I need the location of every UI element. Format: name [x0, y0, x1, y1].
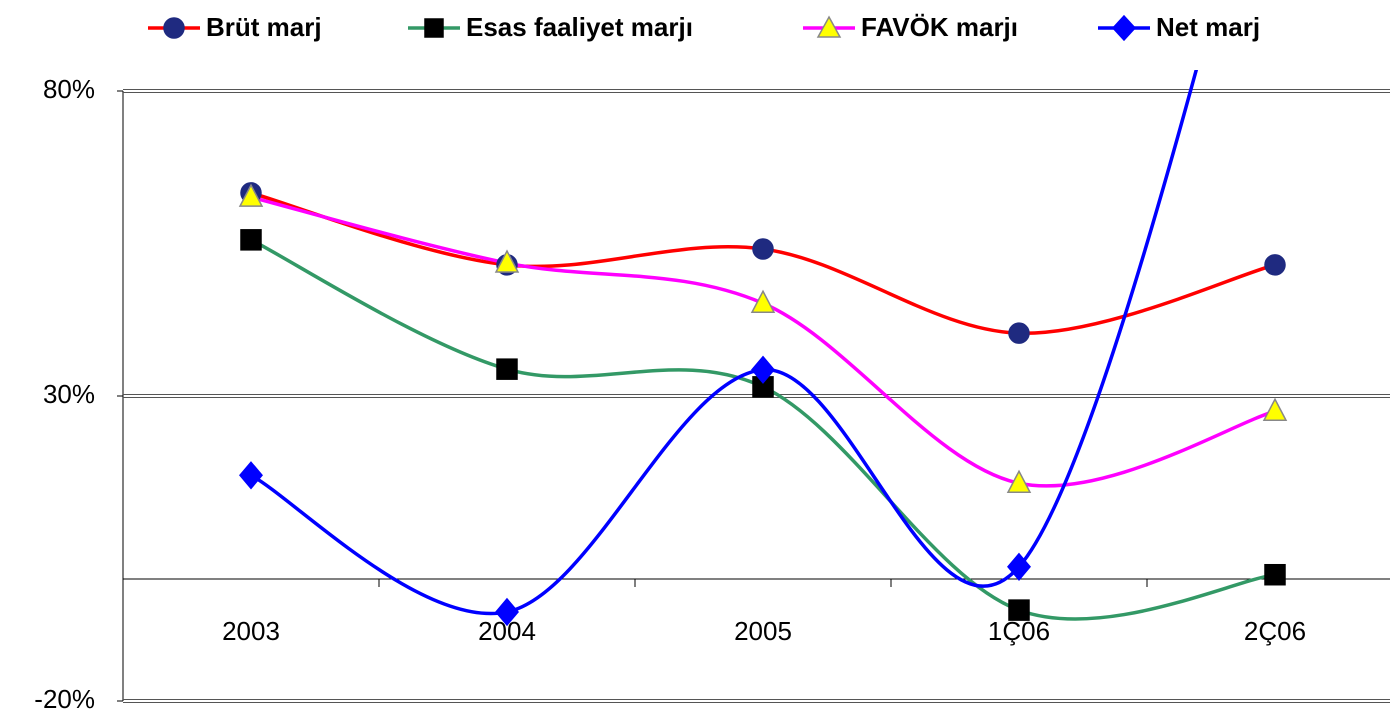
legend-marker	[1113, 16, 1135, 40]
legend-marker	[164, 18, 184, 38]
legend-label: Esas faaliyet marjı	[466, 12, 693, 42]
x-tick-label: 2005	[734, 616, 792, 646]
y-tick-label: 80%	[43, 74, 95, 104]
series-layer	[240, 0, 1286, 625]
legend-label: Brüt marj	[206, 12, 322, 42]
x-tick-label: 2Ç06	[1244, 616, 1306, 646]
y-tick-label: -20%	[34, 684, 95, 714]
point	[1264, 399, 1286, 420]
x-tick-label: 2003	[222, 616, 280, 646]
legend: Brüt marj Esas faaliyet marjı FAVÖK marjı N…	[148, 12, 1260, 42]
legend-marker	[425, 19, 443, 37]
point	[1009, 600, 1029, 620]
point	[753, 239, 773, 259]
point	[1265, 565, 1285, 585]
point	[497, 359, 517, 379]
y-tick-label: 30%	[43, 379, 95, 409]
legend-label: Net marj	[1156, 12, 1260, 42]
legend-label: FAVÖK marjı	[861, 12, 1018, 42]
point	[240, 462, 262, 488]
chart: 80%30%-20%2003200420051Ç062Ç06 Brüt marj…	[0, 0, 1393, 717]
point	[1265, 255, 1285, 275]
point	[241, 230, 261, 250]
point	[1009, 323, 1029, 343]
